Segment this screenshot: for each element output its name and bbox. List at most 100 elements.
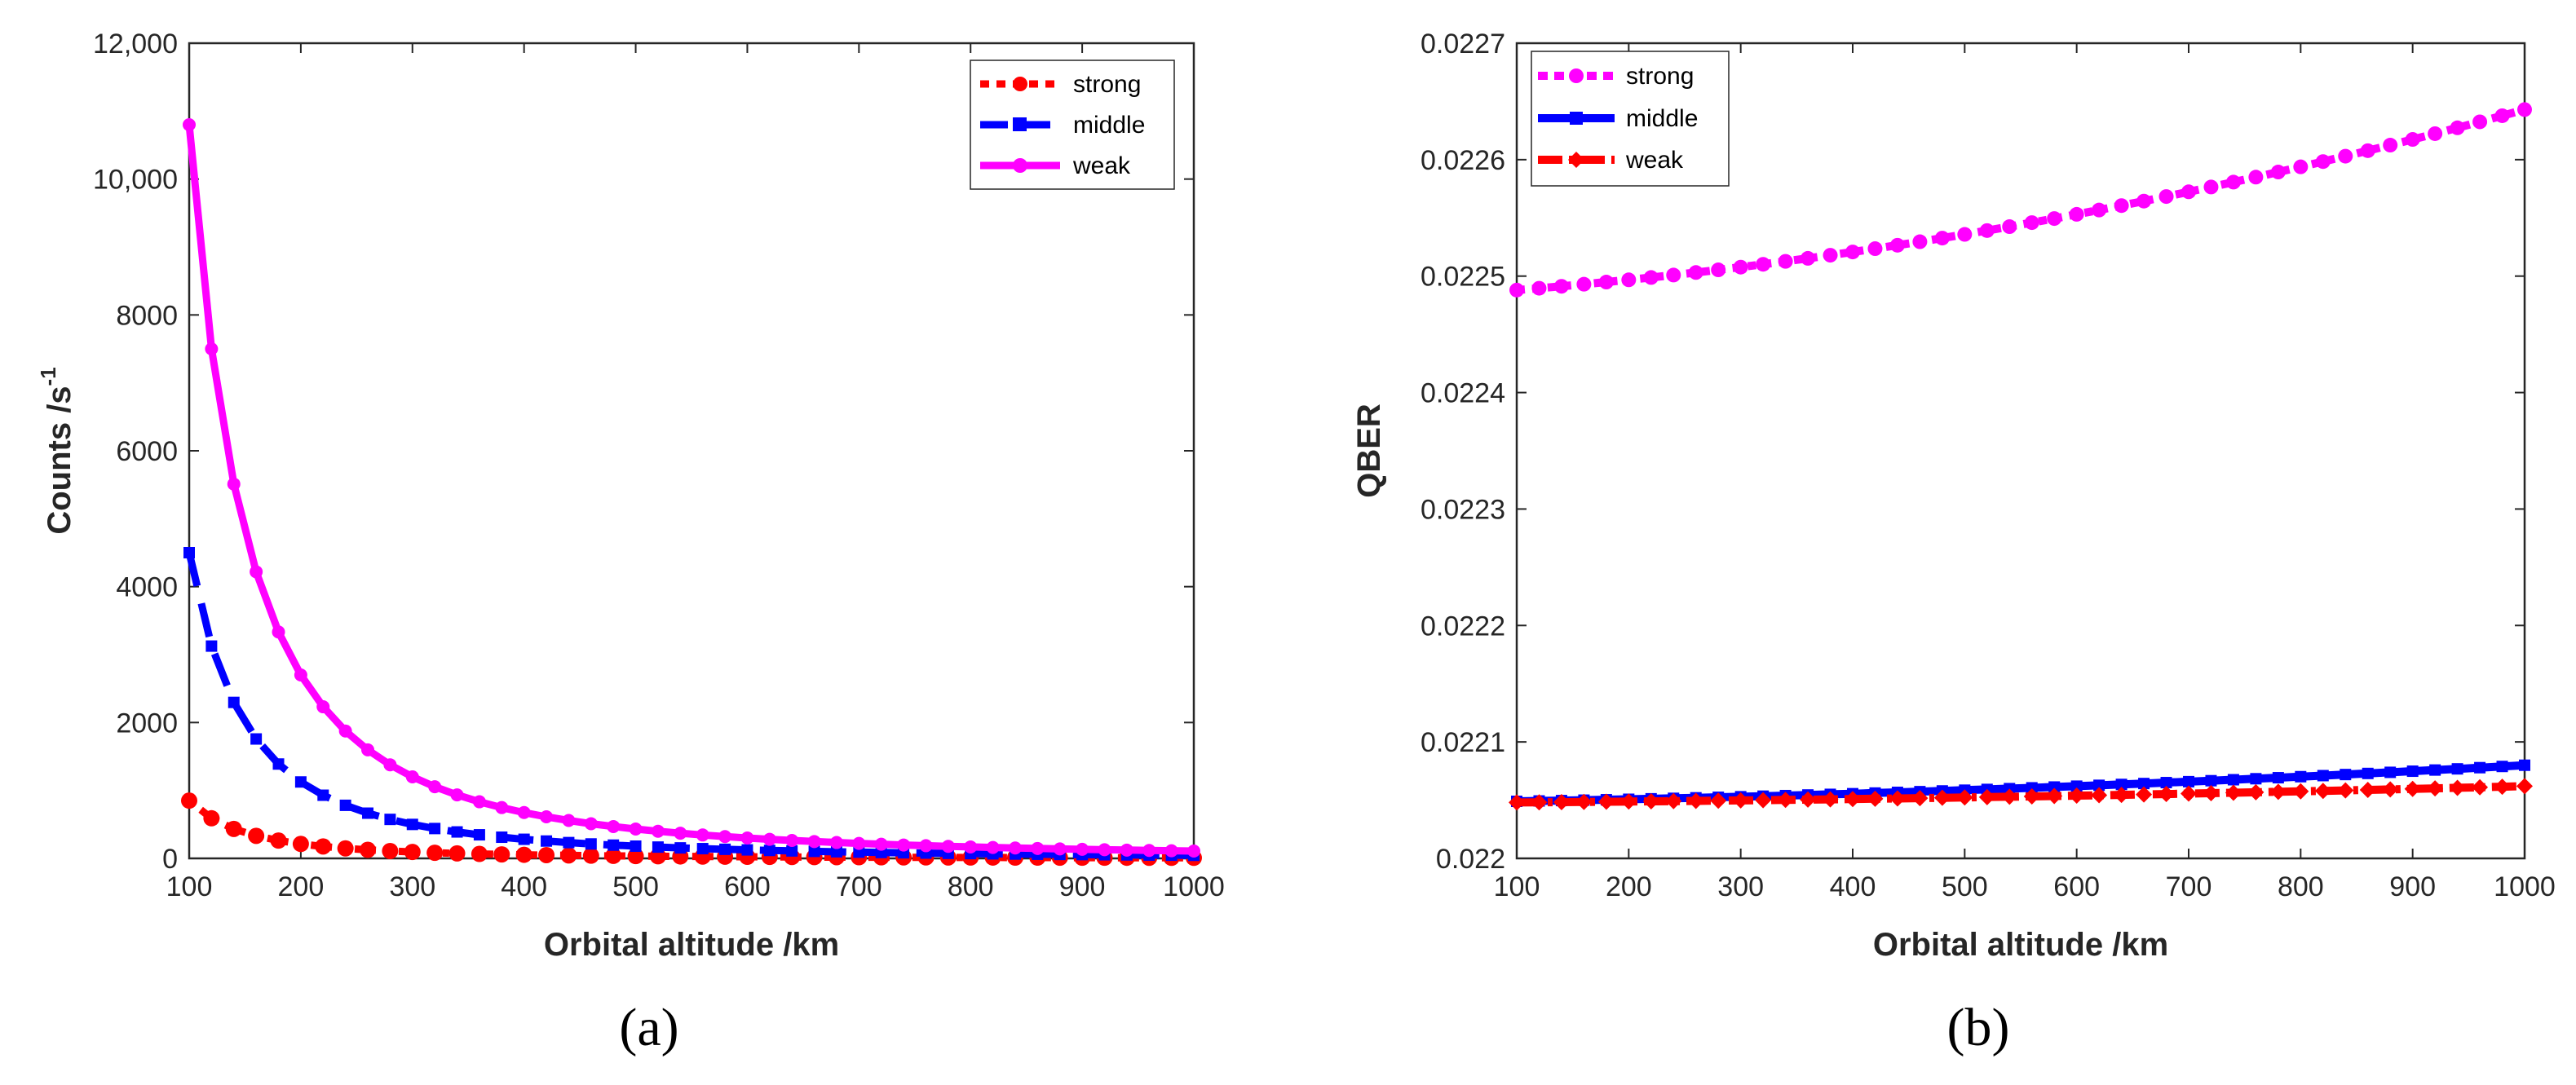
series-b-middle-point	[2048, 781, 2061, 793]
series-b-weak-point	[2269, 783, 2287, 801]
series-a-strong-point	[426, 845, 444, 862]
chart-b-y-tick-label: 0.0226	[1421, 145, 1505, 176]
series-a-weak-point	[383, 758, 397, 772]
series-a-weak-point	[1142, 844, 1156, 858]
series-b-strong-point	[2338, 148, 2353, 164]
series-b-strong-point	[2203, 179, 2219, 195]
series-b-weak-point	[1755, 792, 1772, 809]
series-a-weak-point	[874, 837, 888, 851]
series-b-middle-line	[1516, 761, 2525, 805]
series-b-strong-point	[1531, 280, 1547, 296]
series-a-weak-point	[941, 840, 955, 853]
series-a-strong-point	[360, 841, 377, 858]
chart-b-y-tick-label: 0.0221	[1421, 727, 1505, 758]
series-b-strong-point	[1801, 250, 1816, 266]
series-a-strong-point	[605, 847, 622, 864]
chart-a-x-tick-label: 800	[948, 871, 994, 902]
series-b-strong-point	[2181, 184, 2196, 200]
series-b-middle-point	[2093, 779, 2105, 792]
series-b-weak-point	[2314, 783, 2331, 800]
chart-a-x-tick-label: 100	[166, 871, 213, 902]
legend-b-weak-label: weak	[1625, 147, 1684, 174]
series-b-weak-point	[1732, 792, 1749, 809]
series-a-strong-point	[627, 848, 644, 865]
chart-b-x-tick-label: 500	[1942, 871, 1988, 902]
series-b-strong-point	[2450, 120, 2465, 135]
legend-a-middle-marker	[1013, 117, 1027, 131]
series-a-weak-point	[405, 770, 419, 783]
chart-a-panel-label: (a)	[619, 998, 678, 1057]
series-b-weak-point	[2516, 778, 2533, 795]
series-a-strong-point	[493, 846, 510, 863]
series-b-weak-point	[2181, 785, 2197, 802]
series-a-weak-point	[1164, 844, 1178, 858]
series-b-weak-point	[1777, 792, 1794, 809]
series-a-weak-point	[919, 839, 933, 853]
series-b-middle-point	[2250, 773, 2262, 785]
series-b-weak-point	[1687, 792, 1704, 809]
series-b-middle-point	[2115, 778, 2128, 791]
legend-a-middle-label: middle	[1073, 112, 1145, 139]
legend-b-middle-marker	[1570, 112, 1583, 125]
series-b-middle-point	[2496, 761, 2508, 773]
series-a-weak-point	[205, 342, 219, 355]
chart-a-x-tick-label: 600	[724, 871, 771, 902]
series-a-weak-point	[316, 700, 330, 714]
chart-b-x-axis-label: Orbital altitude /km	[1873, 927, 2168, 963]
series-a-strong-point	[203, 809, 220, 827]
legend-a-weak-label: weak	[1072, 152, 1131, 179]
series-a-middle-point	[362, 807, 374, 819]
chart-a-x-tick-label: 300	[389, 871, 435, 902]
chart-b-x-tick-label: 800	[2278, 871, 2324, 902]
series-b-strong-point	[2002, 219, 2017, 235]
series-b-weak-point	[2247, 783, 2264, 801]
series-a-weak-point	[472, 795, 486, 809]
series-b-strong-point	[1889, 237, 1905, 253]
series-a-middle-point	[696, 843, 709, 855]
chart-b-panel-label: (b)	[1947, 998, 2010, 1057]
legend-a-weak-marker	[1013, 158, 1027, 173]
series-b-middle-point	[2183, 775, 2194, 787]
legend-b-weak-marker	[1568, 152, 1584, 168]
series-a-weak-point	[651, 824, 665, 838]
series-a-middle-point	[205, 640, 218, 652]
series-b-middle-point	[2160, 777, 2172, 789]
chart-a-y-tick-label: 2000	[116, 708, 178, 739]
series-a-weak-point	[964, 840, 978, 853]
series-b-weak-point	[2404, 780, 2421, 797]
series-b-weak-point	[1531, 794, 1548, 811]
series-b-weak-point	[2001, 788, 2018, 805]
series-a-strong-point	[181, 792, 197, 809]
series-b-weak-point	[2427, 780, 2444, 797]
series-a-weak-point	[897, 838, 911, 852]
series-a-middle-point	[830, 845, 842, 858]
series-b-strong-point	[2293, 159, 2309, 174]
series-a-strong-point	[404, 844, 421, 861]
series-a-weak-point	[338, 724, 352, 738]
series-a-weak-point	[696, 828, 709, 842]
series-b-strong-point	[1598, 275, 1614, 290]
series-b-strong-point	[1733, 259, 1748, 275]
series-a-weak-point	[829, 836, 843, 849]
series-a-weak-point	[584, 817, 598, 831]
series-b-strong-point	[1778, 254, 1793, 269]
legend-a-strong-label: strong	[1073, 71, 1141, 98]
series-b-strong-point	[1756, 257, 1771, 272]
series-b-strong-point	[1553, 279, 1569, 294]
series-b-strong-point	[1688, 265, 1703, 280]
series-a-middle-point	[228, 696, 240, 708]
series-b-middle-point	[2474, 761, 2486, 774]
chart-b-x-tick-label: 600	[2053, 871, 2100, 902]
series-b-weak-point	[1845, 791, 1861, 808]
series-b-strong-point	[2472, 114, 2488, 130]
series-a-middle-line	[185, 551, 1195, 859]
series-a-weak-point	[562, 814, 576, 827]
series-b-weak-point	[1933, 789, 1951, 806]
series-a-strong-point	[292, 836, 309, 853]
series-b-strong-point	[2092, 202, 2107, 218]
series-a-middle-point	[674, 842, 687, 854]
series-b-weak-point	[2225, 784, 2242, 801]
series-b-strong-point	[2114, 198, 2129, 214]
series-b-weak-point	[2023, 787, 2040, 805]
